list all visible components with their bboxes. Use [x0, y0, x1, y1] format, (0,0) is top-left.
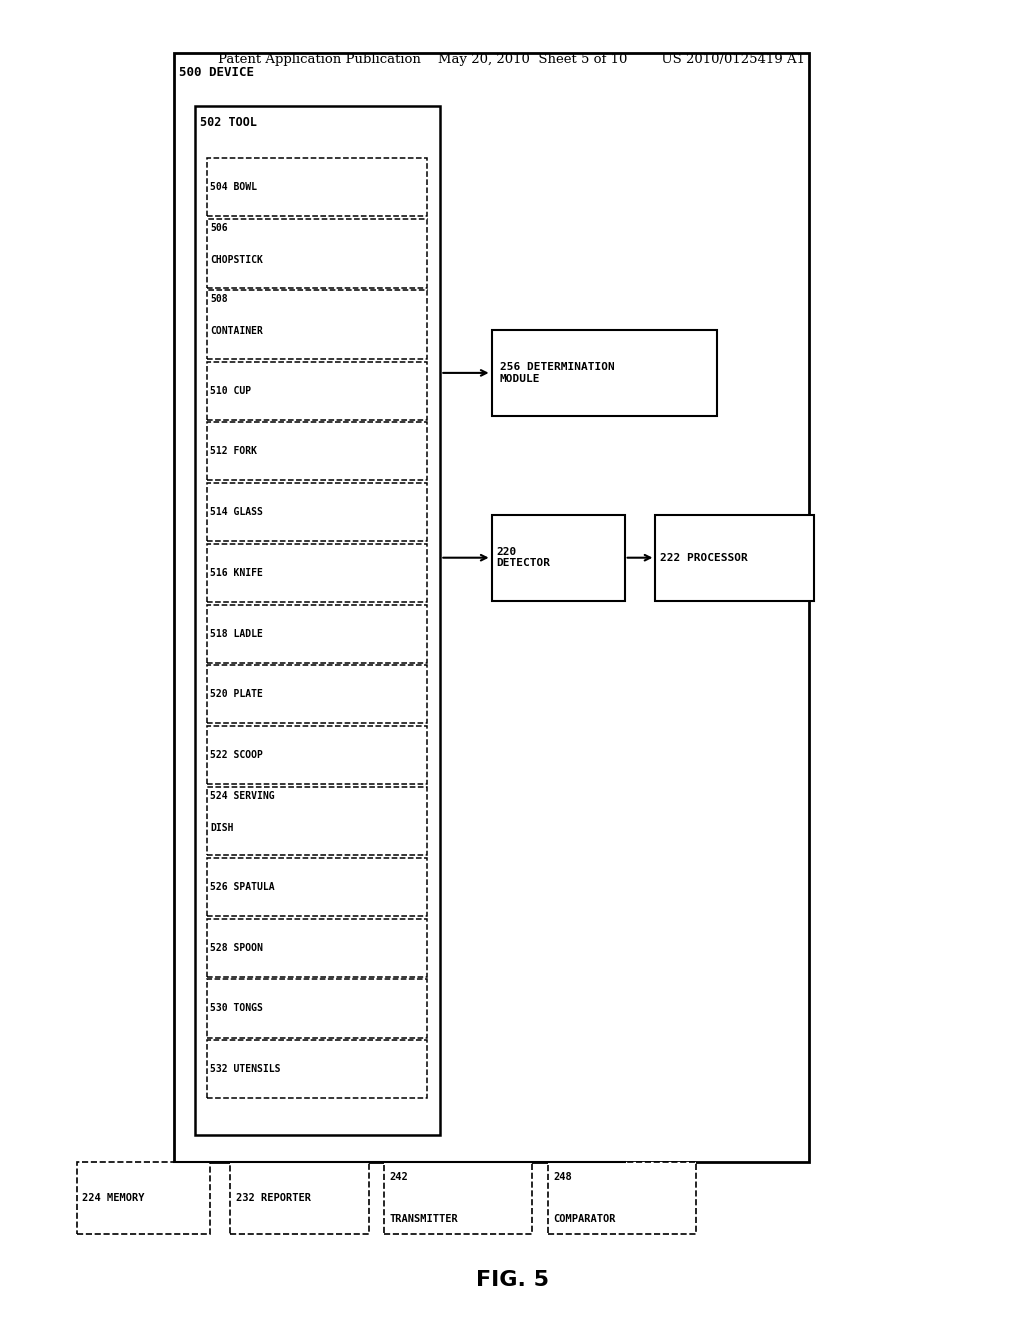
- Text: 526 SPATULA: 526 SPATULA: [210, 882, 274, 892]
- Text: 514 GLASS: 514 GLASS: [210, 507, 263, 517]
- Text: 232 REPORTER: 232 REPORTER: [236, 1193, 310, 1203]
- Bar: [207, 422, 427, 480]
- Text: 510 CUP: 510 CUP: [210, 385, 251, 396]
- Text: 500 DEVICE: 500 DEVICE: [179, 66, 254, 79]
- Bar: [655, 515, 814, 601]
- Text: CHOPSTICK: CHOPSTICK: [210, 255, 263, 265]
- Text: 532 UTENSILS: 532 UTENSILS: [210, 1064, 281, 1074]
- Text: 518 LADLE: 518 LADLE: [210, 628, 263, 639]
- Text: 524 SERVING: 524 SERVING: [210, 791, 274, 801]
- Bar: [384, 1162, 532, 1234]
- Text: 502 TOOL: 502 TOOL: [200, 116, 257, 129]
- Bar: [207, 919, 427, 977]
- Bar: [207, 858, 427, 916]
- Bar: [195, 106, 440, 1135]
- Bar: [207, 362, 427, 420]
- Bar: [207, 544, 427, 602]
- Text: TRANSMITTER: TRANSMITTER: [389, 1213, 458, 1224]
- Bar: [207, 979, 427, 1038]
- Text: COMPARATOR: COMPARATOR: [553, 1213, 615, 1224]
- Text: FIG. 5: FIG. 5: [475, 1270, 549, 1291]
- Bar: [77, 1162, 210, 1234]
- Text: 528 SPOON: 528 SPOON: [210, 942, 263, 953]
- Text: CONTAINER: CONTAINER: [210, 326, 263, 337]
- Bar: [207, 1040, 427, 1098]
- Text: 520 PLATE: 520 PLATE: [210, 689, 263, 700]
- Bar: [207, 726, 427, 784]
- Text: 242: 242: [389, 1172, 408, 1183]
- Text: 506: 506: [210, 223, 227, 234]
- Bar: [174, 53, 809, 1162]
- Text: DISH: DISH: [210, 822, 233, 833]
- Bar: [207, 665, 427, 723]
- Text: 508: 508: [210, 294, 227, 305]
- Text: 248: 248: [553, 1172, 571, 1183]
- Bar: [548, 1162, 696, 1234]
- Bar: [207, 158, 427, 216]
- Text: 222 PROCESSOR: 222 PROCESSOR: [660, 553, 749, 562]
- Bar: [207, 290, 427, 359]
- Bar: [207, 787, 427, 855]
- Bar: [492, 515, 625, 601]
- Bar: [207, 483, 427, 541]
- Text: 504 BOWL: 504 BOWL: [210, 182, 257, 193]
- Bar: [207, 219, 427, 288]
- Text: 220
DETECTOR: 220 DETECTOR: [497, 546, 551, 569]
- Text: 530 TONGS: 530 TONGS: [210, 1003, 263, 1014]
- Text: 522 SCOOP: 522 SCOOP: [210, 750, 263, 760]
- Text: 256 DETERMINATION
MODULE: 256 DETERMINATION MODULE: [500, 362, 614, 384]
- Bar: [230, 1162, 369, 1234]
- Bar: [492, 330, 717, 416]
- Text: 224 MEMORY: 224 MEMORY: [82, 1193, 144, 1203]
- Bar: [207, 605, 427, 663]
- Text: 512 FORK: 512 FORK: [210, 446, 257, 457]
- Text: 516 KNIFE: 516 KNIFE: [210, 568, 263, 578]
- Text: Patent Application Publication    May 20, 2010  Sheet 5 of 10        US 2010/012: Patent Application Publication May 20, 2…: [218, 53, 806, 66]
